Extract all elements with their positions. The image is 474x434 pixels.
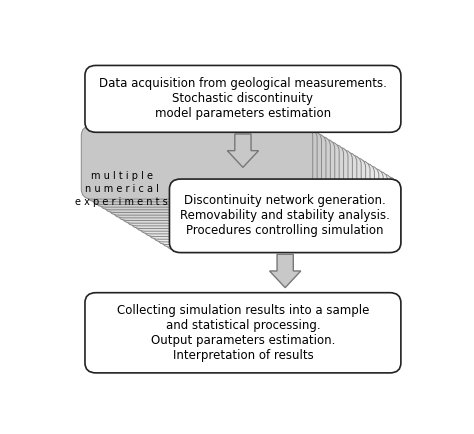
FancyBboxPatch shape: [143, 163, 374, 237]
FancyBboxPatch shape: [99, 136, 330, 210]
FancyBboxPatch shape: [94, 134, 326, 207]
Text: e x p e r i m e n t s: e x p e r i m e n t s: [75, 197, 168, 207]
FancyBboxPatch shape: [85, 66, 401, 132]
FancyBboxPatch shape: [86, 128, 317, 202]
Text: Data acquisition from geological measurements.
Stochastic discontinuity
model pa: Data acquisition from geological measure…: [99, 77, 387, 120]
FancyBboxPatch shape: [108, 141, 339, 215]
FancyBboxPatch shape: [156, 171, 388, 245]
FancyBboxPatch shape: [138, 160, 370, 234]
Text: Discontinuity network generation.
Removability and stability analysis.
Procedure: Discontinuity network generation. Remova…: [180, 194, 390, 237]
FancyBboxPatch shape: [169, 179, 401, 253]
FancyBboxPatch shape: [134, 158, 365, 231]
FancyBboxPatch shape: [85, 293, 401, 373]
FancyBboxPatch shape: [103, 139, 335, 213]
Polygon shape: [228, 134, 258, 168]
FancyBboxPatch shape: [161, 174, 392, 247]
FancyBboxPatch shape: [121, 150, 352, 223]
FancyBboxPatch shape: [90, 131, 321, 204]
FancyBboxPatch shape: [112, 145, 344, 218]
FancyBboxPatch shape: [82, 125, 313, 199]
Text: m u l t i p l e: m u l t i p l e: [91, 171, 153, 181]
FancyBboxPatch shape: [130, 155, 361, 229]
FancyBboxPatch shape: [125, 152, 357, 226]
Text: n u m e r i c a l: n u m e r i c a l: [85, 184, 159, 194]
FancyBboxPatch shape: [152, 168, 383, 242]
FancyBboxPatch shape: [147, 166, 379, 239]
FancyBboxPatch shape: [169, 179, 401, 253]
FancyBboxPatch shape: [117, 147, 348, 220]
Text: Collecting simulation results into a sample
and statistical processing.
Output p: Collecting simulation results into a sam…: [117, 304, 369, 362]
FancyBboxPatch shape: [165, 176, 396, 250]
Polygon shape: [270, 254, 301, 288]
